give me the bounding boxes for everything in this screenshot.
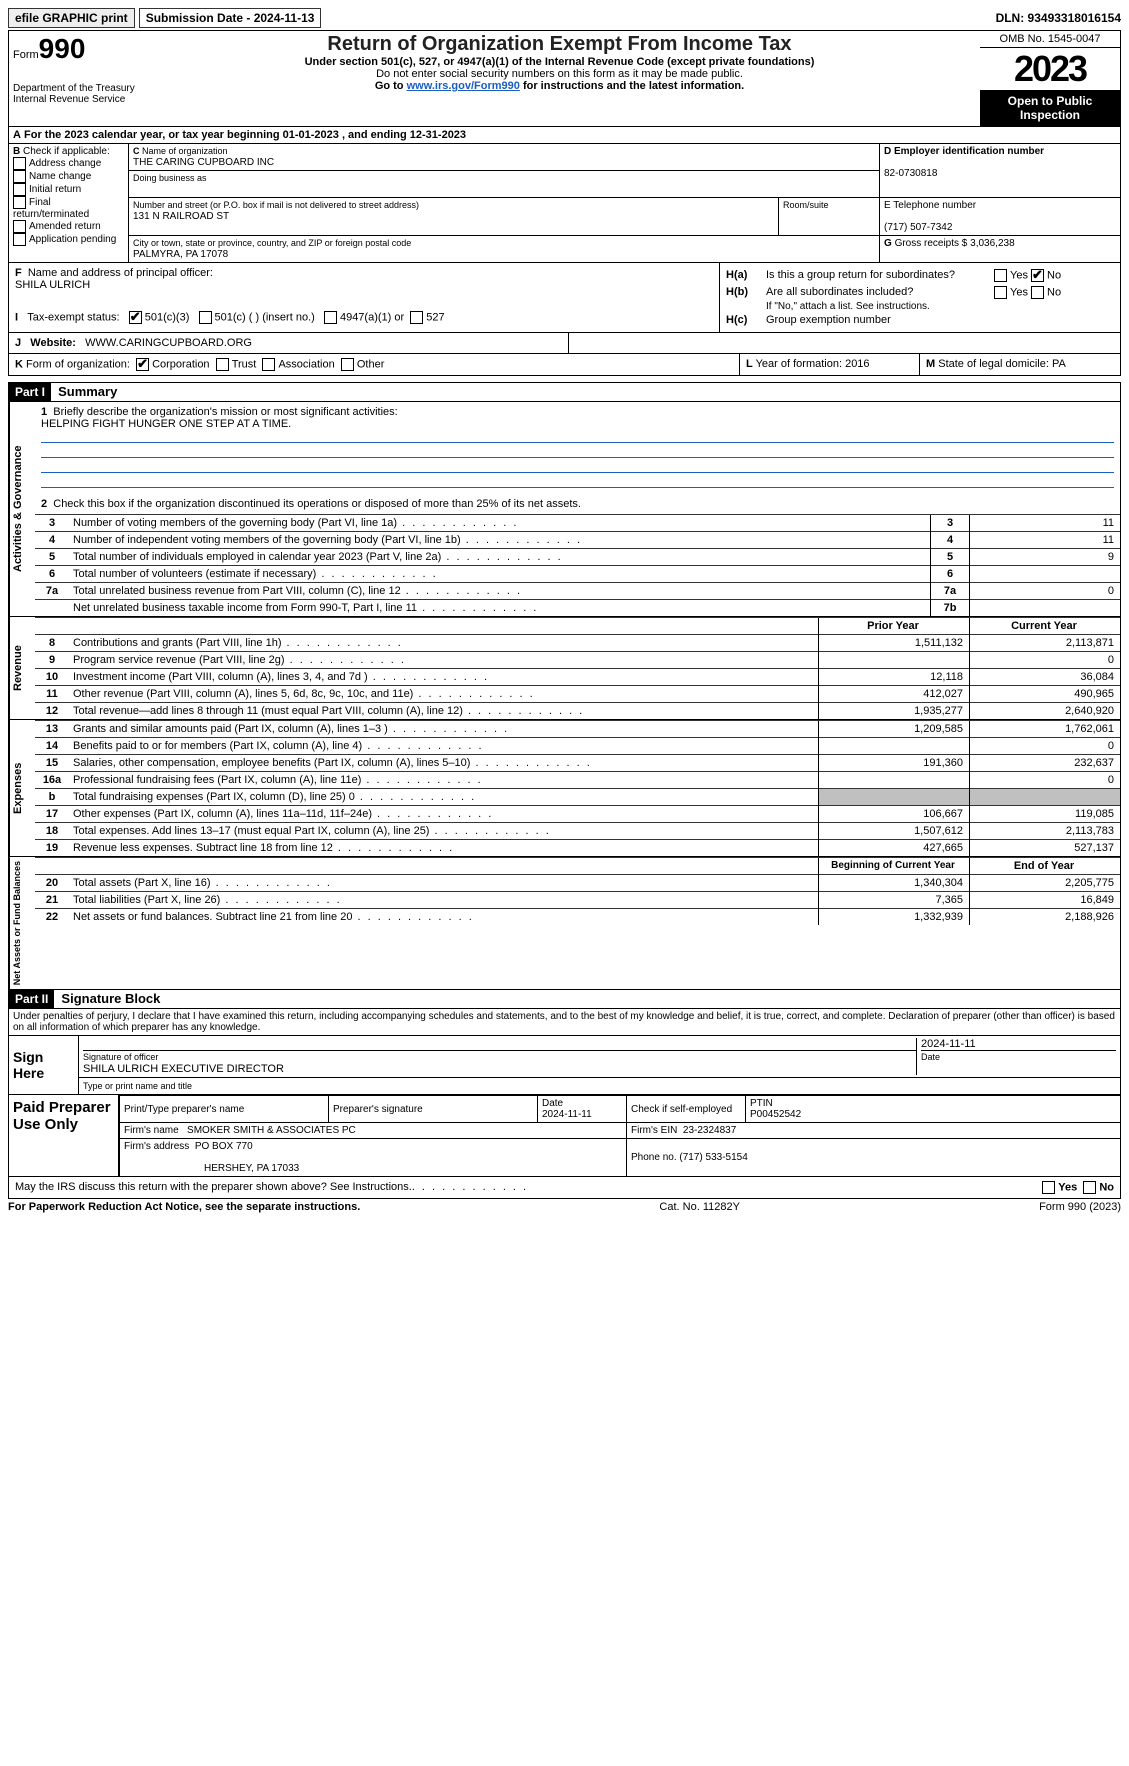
chk-application-pending[interactable] — [13, 233, 26, 246]
submission-date: Submission Date - 2024-11-13 — [139, 8, 322, 28]
dln-number: DLN: 93493318016154 — [996, 11, 1121, 25]
efile-print-button[interactable]: efile GRAPHIC print — [8, 8, 135, 28]
discuss-text: May the IRS discuss this return with the… — [15, 1181, 412, 1194]
website-row: J Website: WWW.CARINGCUPBOARD.ORG — [8, 333, 1121, 354]
tab-expenses: Expenses — [9, 720, 35, 856]
gross-receipts: 3,036,238 — [970, 238, 1015, 249]
ein-value: 82-0730818 — [884, 168, 937, 179]
ptin-value: P00452542 — [750, 1109, 801, 1120]
tab-governance: Activities & Governance — [9, 402, 35, 616]
form-subtitle-3: Go to www.irs.gov/Form990 for instructio… — [143, 80, 976, 92]
chk-527[interactable] — [410, 311, 423, 324]
chk-corporation[interactable] — [136, 358, 149, 371]
chk-final-return[interactable] — [13, 196, 26, 209]
phone-label: E Telephone number — [884, 200, 976, 211]
street-address: 131 N RAILROAD ST — [133, 211, 229, 222]
firm-ein: 23-2324837 — [683, 1125, 736, 1136]
top-toolbar: efile GRAPHIC print Submission Date - 20… — [8, 8, 1121, 28]
section-a-period: A For the 2023 calendar year, or tax yea… — [8, 127, 1121, 144]
ein-label: D Employer identification number — [884, 146, 1044, 157]
chk-discuss-no[interactable] — [1083, 1181, 1096, 1194]
paid-preparer-label: Paid Preparer Use Only — [9, 1095, 119, 1176]
page-footer: For Paperwork Reduction Act Notice, see … — [8, 1199, 1121, 1213]
chk-hb-yes[interactable] — [994, 286, 1007, 299]
chk-hb-no[interactable] — [1031, 286, 1044, 299]
phone-value: (717) 507-7342 — [884, 222, 952, 233]
chk-trust[interactable] — [216, 358, 229, 371]
governance-table: 3Number of voting members of the governi… — [35, 514, 1120, 616]
chk-discuss-yes[interactable] — [1042, 1181, 1055, 1194]
entity-info: B Check if applicable: Address change Na… — [8, 144, 1121, 263]
chk-address-change[interactable] — [13, 157, 26, 170]
dept-treasury: Department of the Treasury Internal Reve… — [13, 83, 135, 105]
part2-title: Signature Block — [61, 991, 160, 1006]
officer-signature: SHILA ULRICH EXECUTIVE DIRECTOR — [83, 1063, 284, 1075]
year-formation: Year of formation: 2016 — [756, 358, 870, 370]
part1-title: Summary — [58, 384, 117, 399]
dba-label: Doing business as — [133, 173, 207, 183]
part2-header: Part II — [9, 990, 54, 1008]
state-domicile: State of legal domicile: PA — [938, 358, 1066, 370]
form-label: Form — [13, 49, 39, 61]
chk-501c[interactable] — [199, 311, 212, 324]
chk-name-change[interactable] — [13, 170, 26, 183]
chk-4947[interactable] — [324, 311, 337, 324]
chk-ha-yes[interactable] — [994, 269, 1007, 282]
mission-text: HELPING FIGHT HUNGER ONE STEP AT A TIME. — [41, 418, 291, 430]
officer-group-row: F Name and address of principal officer:… — [8, 263, 1121, 333]
chk-501c3[interactable] — [129, 311, 142, 324]
chk-other[interactable] — [341, 358, 354, 371]
omb-number: OMB No. 1545-0047 — [980, 31, 1120, 48]
chk-ha-no[interactable] — [1031, 269, 1044, 282]
chk-amended-return[interactable] — [13, 220, 26, 233]
form-number: 990 — [39, 33, 86, 64]
tab-revenue: Revenue — [9, 617, 35, 719]
firm-name: SMOKER SMITH & ASSOCIATES PC — [187, 1125, 356, 1136]
revenue-table: Prior YearCurrent Year 8Contributions an… — [35, 617, 1120, 719]
form-header: Form990 Department of the Treasury Inter… — [8, 30, 1121, 127]
website-value: WWW.CARINGCUPBOARD.ORG — [85, 337, 252, 349]
city-address: PALMYRA, PA 17078 — [133, 249, 228, 260]
firm-phone: (717) 533-5154 — [679, 1152, 747, 1163]
form-subtitle-1: Under section 501(c), 527, or 4947(a)(1)… — [143, 56, 976, 68]
irs-link[interactable]: www.irs.gov/Form990 — [407, 80, 520, 92]
sign-here-label: Sign Here — [9, 1035, 79, 1094]
part1-header: Part I — [9, 383, 51, 401]
chk-initial-return[interactable] — [13, 183, 26, 196]
tax-year: 2023 — [980, 48, 1120, 90]
form-of-org-row: K Form of organization: Corporation Trus… — [8, 354, 1121, 376]
preparer-table: Print/Type preparer's name Preparer's si… — [119, 1095, 1120, 1176]
form-title: Return of Organization Exempt From Incom… — [143, 33, 976, 56]
principal-officer: SHILA ULRICH — [15, 279, 90, 291]
perjury-text: Under penalties of perjury, I declare th… — [9, 1009, 1120, 1035]
tab-netassets: Net Assets or Fund Balances — [9, 857, 35, 989]
org-name: THE CARING CUPBOARD INC — [133, 157, 274, 168]
chk-association[interactable] — [262, 358, 275, 371]
open-inspection: Open to Public Inspection — [980, 90, 1120, 126]
netassets-table: Beginning of Current YearEnd of Year 20T… — [35, 857, 1120, 925]
box-b-label: Check if applicable: — [23, 146, 110, 157]
expenses-table: 13Grants and similar amounts paid (Part … — [35, 720, 1120, 856]
form-subtitle-2: Do not enter social security numbers on … — [143, 68, 976, 80]
